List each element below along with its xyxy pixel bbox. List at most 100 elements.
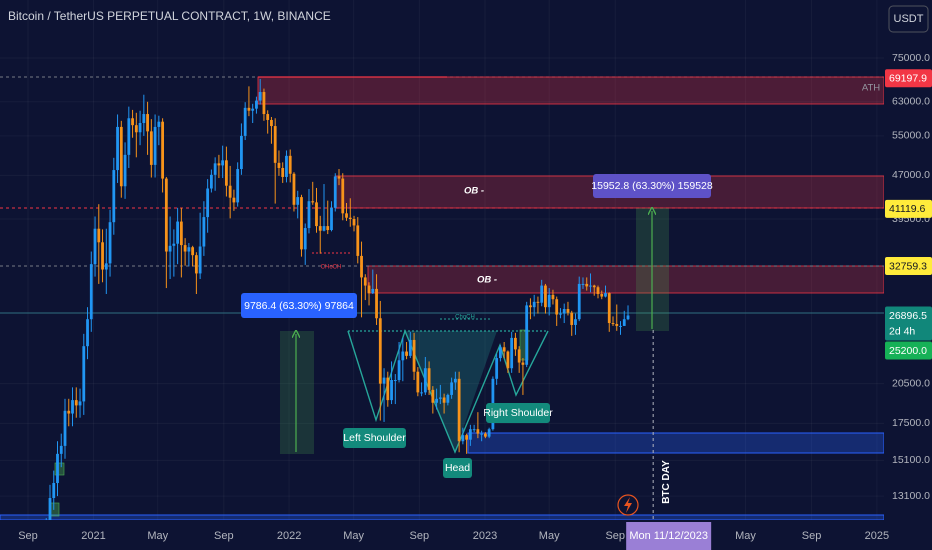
- candle-body: [228, 185, 232, 198]
- candle-body: [232, 197, 236, 203]
- pattern-tag: [486, 403, 550, 423]
- measure-text: 15952.8 (63.30%) 159528: [591, 180, 713, 192]
- candle-body: [202, 217, 206, 247]
- price-tag: [885, 306, 932, 341]
- candle-body: [401, 351, 405, 361]
- candle-body: [367, 285, 371, 294]
- candle-body: [589, 285, 592, 287]
- candle-body: [194, 255, 198, 274]
- pattern-text: Left Shoulder: [343, 432, 406, 444]
- x-tick-label: 2021: [81, 530, 105, 542]
- price-tag-text: 32759.3: [889, 260, 927, 272]
- candle-body: [577, 283, 581, 320]
- candle-body: [71, 400, 74, 414]
- candle-body: [457, 378, 461, 442]
- candle-body: [551, 294, 555, 300]
- price-axis: 75000.063000.055000.047000.039500.020500…: [885, 52, 932, 502]
- ob-label: OB -: [464, 186, 484, 197]
- candle-body: [86, 319, 89, 347]
- candle-body: [288, 155, 292, 174]
- event-bolt: [624, 497, 632, 513]
- candle-body: [596, 287, 600, 294]
- price-axis-panel: [884, 0, 932, 550]
- candle-body: [153, 126, 157, 165]
- candle-body: [540, 285, 544, 303]
- measure-text: 9786.4 (63.30%) 97864: [244, 300, 354, 312]
- ath-zone: [257, 76, 884, 105]
- candle-body: [465, 435, 469, 440]
- x-tick-label: Sep: [18, 530, 38, 542]
- candle-body: [300, 197, 303, 250]
- candle-body: [225, 160, 228, 186]
- candle-body: [258, 92, 262, 101]
- candle-body: [97, 228, 101, 243]
- time-axis: Sep 2021 May Sep 2022 May Sep 2023 May Sep May Sep 2…: [18, 530, 889, 542]
- candle-body: [420, 392, 423, 394]
- candle-body: [510, 337, 514, 369]
- countdown-text: 2d 4h: [889, 325, 915, 337]
- demand-zone: [0, 514, 884, 520]
- candle-body: [600, 293, 604, 297]
- candle-body: [431, 389, 435, 403]
- candle-body: [266, 114, 270, 120]
- candle-body: [101, 242, 104, 270]
- candle-body: [138, 122, 142, 133]
- candle-body: [390, 380, 393, 401]
- candle-body: [397, 360, 401, 381]
- measure-tag: [593, 174, 711, 198]
- candle-body: [333, 176, 337, 208]
- candle-body: [562, 309, 566, 314]
- currency-label: USDT: [894, 13, 924, 25]
- ob-label: OB -: [477, 275, 497, 286]
- candle-body: [127, 118, 131, 155]
- candle-body: [555, 299, 559, 315]
- candle-body: [566, 309, 570, 313]
- candle-body: [574, 319, 577, 325]
- candle-body: [119, 126, 123, 187]
- event-label: BTC DAY: [661, 460, 672, 504]
- demand-zone: [467, 432, 884, 454]
- crosshair-text: Mon 11/12/2023: [629, 530, 708, 542]
- candle-body: [544, 285, 547, 308]
- candle-body: [521, 362, 525, 365]
- candle-body: [611, 323, 615, 325]
- candle-body: [74, 400, 78, 406]
- candle-body: [236, 169, 240, 203]
- candle-body: [251, 108, 255, 111]
- measure-tag: [241, 293, 357, 318]
- candle-body: [363, 277, 367, 286]
- candle-body: [164, 178, 168, 252]
- candle-body: [93, 228, 97, 265]
- candle-body: [183, 245, 187, 252]
- candle-body: [213, 163, 217, 175]
- candle-body: [352, 218, 356, 226]
- y-tick-label: 13100.0: [892, 490, 930, 502]
- candle-body: [619, 325, 622, 327]
- candle-body: [240, 135, 243, 170]
- y-tick-label: 75000.0: [892, 52, 930, 64]
- currency-button[interactable]: [888, 5, 929, 33]
- candle-body: [78, 401, 82, 406]
- price-tag-text: 69197.9: [889, 73, 927, 85]
- pattern-tag: [343, 428, 406, 448]
- order-block: [367, 265, 884, 294]
- candle-body: [382, 377, 386, 384]
- candle-body: [356, 225, 360, 256]
- x-tick-label: 2022: [277, 530, 301, 542]
- candle-body: [198, 246, 202, 274]
- candle-body: [495, 358, 499, 379]
- y-tick-label: 17500.0: [892, 417, 930, 429]
- candle-body: [262, 92, 266, 115]
- candle-body: [529, 305, 532, 308]
- candle-body: [506, 351, 510, 369]
- candle-body: [187, 247, 191, 252]
- candle-body: [63, 410, 67, 446]
- candle-body: [59, 445, 63, 454]
- candle-body: [116, 126, 119, 171]
- candle-body: [476, 429, 480, 434]
- price-tag: [885, 341, 932, 360]
- candle-body: [277, 162, 281, 168]
- event-icon[interactable]: [617, 494, 639, 516]
- candle-body: [273, 126, 277, 163]
